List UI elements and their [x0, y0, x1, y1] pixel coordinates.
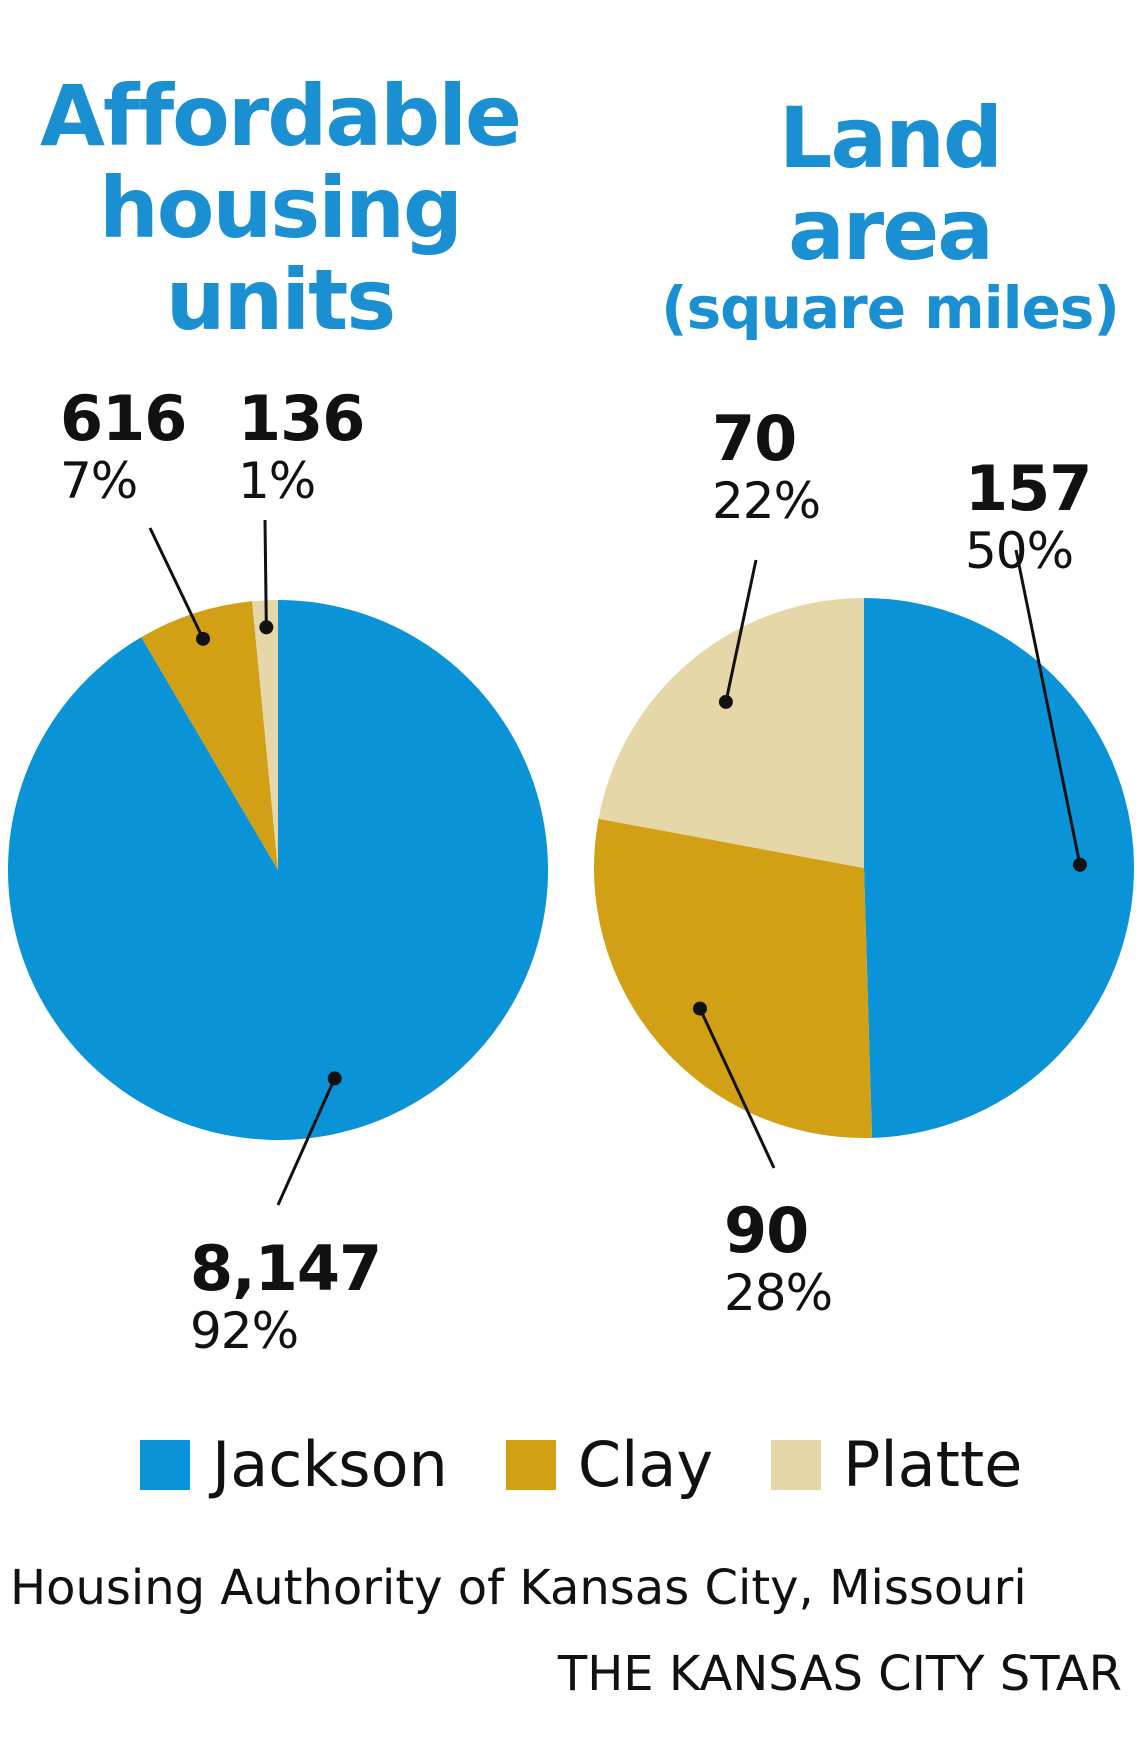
- legend-item-jackson: Jackson: [140, 1428, 448, 1501]
- percent-label-platte: 1%: [238, 452, 315, 510]
- callout-dot-platte: [718, 694, 733, 709]
- title-line: housing: [98, 159, 463, 257]
- pie-slice-platte: [598, 598, 864, 868]
- title-line: Affordable: [40, 67, 522, 165]
- source-note: Housing Authority of Kansas City, Missou…: [10, 1560, 1027, 1616]
- chart-title-land-area: Land area (square miles): [640, 92, 1140, 340]
- chart-title-affordable-housing: Affordable housing units: [30, 70, 530, 346]
- legend-swatch-platte: [771, 1439, 822, 1490]
- callout-dot-platte: [259, 620, 274, 635]
- legend-swatch-jackson: [140, 1439, 190, 1490]
- percent-label-jackson: 50%: [965, 522, 1073, 580]
- value-label-platte: 136: [238, 382, 364, 455]
- title-line: (square miles): [661, 274, 1120, 342]
- percent-label-clay: 28%: [724, 1264, 832, 1322]
- legend-item-clay: Clay: [505, 1428, 714, 1501]
- pie-slice-clay: [141, 601, 278, 870]
- legend-label-jackson: Jackson: [212, 1428, 448, 1501]
- callout-line-clay: [148, 527, 205, 640]
- credit-line: THE KANSAS CITY STAR: [557, 1646, 1122, 1702]
- legend-label-platte: Platte: [843, 1428, 1023, 1501]
- callout-line-jackson: [1014, 549, 1082, 866]
- title-line: units: [165, 251, 397, 349]
- legend-label-clay: Clay: [577, 1428, 714, 1501]
- percent-label-jackson: 92%: [190, 1302, 298, 1360]
- callout-dot-jackson: [1072, 857, 1087, 872]
- legend: Jackson Clay Platte: [140, 1428, 1080, 1501]
- title-line: Land: [778, 89, 1003, 187]
- callout-line-platte: [724, 559, 758, 703]
- value-label-jackson: 157: [965, 452, 1091, 525]
- value-label-jackson: 8,147: [190, 1232, 381, 1305]
- value-label-clay: 90: [724, 1194, 808, 1267]
- title-line: area: [788, 181, 994, 279]
- legend-item-platte: Platte: [771, 1428, 1022, 1501]
- percent-label-platte: 22%: [712, 472, 820, 530]
- callout-dot-jackson: [327, 1071, 342, 1086]
- pie-slice-clay: [594, 818, 873, 1139]
- pie-slice-platte: [252, 600, 278, 870]
- percent-label-clay: 7%: [60, 452, 137, 510]
- legend-swatch-clay: [505, 1439, 556, 1490]
- pie-slice-jackson: [864, 598, 1135, 1138]
- callout-dot-clay: [692, 1001, 707, 1016]
- callout-dot-clay: [196, 631, 211, 646]
- callout-line-platte: [263, 519, 268, 628]
- callout-line-jackson: [276, 1077, 337, 1206]
- callout-line-clay: [698, 1007, 776, 1169]
- value-label-platte: 70: [712, 402, 796, 475]
- pie-slice-jackson: [8, 600, 549, 1141]
- value-label-clay: 616: [60, 382, 186, 455]
